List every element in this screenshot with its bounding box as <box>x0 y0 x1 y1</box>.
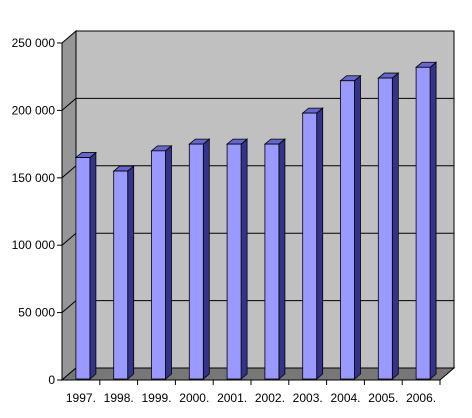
x-tick-label: 2001. <box>217 391 247 405</box>
x-tick-label: 1997. <box>66 391 96 405</box>
x-tick-label: 1998. <box>104 391 134 405</box>
bar <box>74 151 98 380</box>
bar <box>301 107 324 380</box>
x-tick-label: 2004. <box>330 391 360 405</box>
bar-side <box>278 138 286 380</box>
bars <box>74 61 438 380</box>
x-axis-tick-labels: 1997. 1998. 1999. 2000. 2001. 2002. 2003. 2004.… <box>62 379 441 405</box>
bar-side <box>429 61 437 380</box>
bar-front <box>113 170 129 380</box>
bar-front <box>302 112 318 380</box>
y-tick-label: 50 000 <box>18 306 55 320</box>
bar-front <box>188 143 204 380</box>
bar <box>414 61 438 380</box>
y-tick-label: 150 000 <box>12 171 56 185</box>
bar-side <box>354 74 361 380</box>
plot-side-wall <box>61 29 77 382</box>
y-tick-label: 200 000 <box>12 103 56 117</box>
bar-front <box>75 157 91 380</box>
bar-side <box>391 72 399 380</box>
y-axis-tick-labels: 0 50 000 100 000 150 000 200 000 250 000 <box>12 36 63 387</box>
x-tick-label: 2005. <box>368 391 398 405</box>
bar-front <box>340 80 355 380</box>
y-tick-label: 0 <box>48 373 55 387</box>
y-tick-label: 250 000 <box>12 36 56 50</box>
x-tick-label: 1999. <box>141 391 171 405</box>
bar-front <box>415 66 431 380</box>
bar-front <box>377 77 393 380</box>
bar <box>339 74 362 380</box>
y-tick-label: 100 000 <box>12 238 56 252</box>
bar-front <box>264 143 280 380</box>
bar <box>150 144 173 380</box>
x-tick-label: 2000. <box>179 391 209 405</box>
bar-side <box>165 144 172 380</box>
bar-side <box>202 138 210 380</box>
bar-side <box>89 151 97 380</box>
bar-side <box>240 138 248 380</box>
bar <box>225 138 249 380</box>
bar-side <box>127 165 135 380</box>
bar-front <box>151 150 166 380</box>
bar <box>263 138 287 380</box>
bar <box>377 72 400 380</box>
bar <box>188 138 211 380</box>
bar-front <box>226 143 242 380</box>
x-tick-label: 2006. <box>406 391 436 405</box>
bar <box>112 165 135 380</box>
x-tick-label: 2003. <box>293 391 323 405</box>
x-tick-label: 2002. <box>255 391 285 405</box>
bar-side <box>316 107 324 380</box>
gridline <box>61 97 454 111</box>
